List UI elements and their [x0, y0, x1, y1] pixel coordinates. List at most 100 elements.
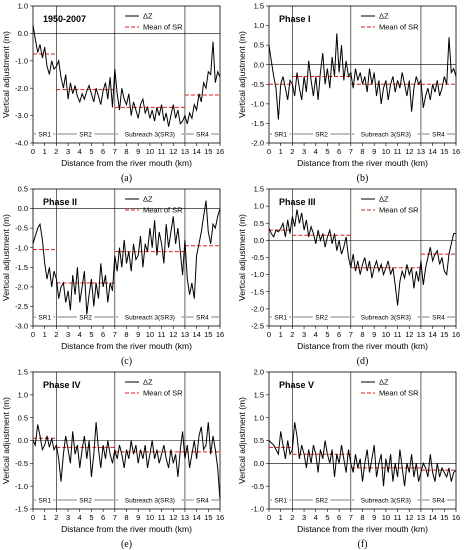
x-tick-label: 15 [204, 147, 212, 156]
legend-label-mean: Mean of SR [379, 206, 419, 215]
x-tick-label: 7 [113, 330, 117, 339]
x-tick-label: 15 [204, 330, 212, 339]
y-tick-label: 0.0 [254, 60, 264, 69]
x-tick-label: 2 [290, 330, 294, 339]
subreach-label: SR4 [196, 131, 209, 138]
x-tick-label: 10 [146, 513, 154, 522]
y-tick-label: -1.0 [15, 482, 28, 491]
x-tick-label: 3 [66, 330, 70, 339]
x-tick-label: 11 [158, 147, 166, 156]
series-line-dz [268, 33, 457, 120]
y-axis-title: Vertical adjustment (m) [1, 31, 11, 118]
x-tick-label: 13 [181, 513, 189, 522]
x-tick-label: 12 [405, 330, 413, 339]
series-line-dz [32, 200, 221, 315]
x-axis-title: Distance from the river mouth (km) [61, 158, 192, 168]
y-tick-label: 1.5 [254, 2, 264, 11]
x-tick-label: 9 [372, 513, 376, 522]
x-tick-label: 5 [325, 330, 329, 339]
x-tick-label: 5 [325, 513, 329, 522]
panel-letter: (d) [357, 356, 369, 367]
subreach-label: SR4 [432, 497, 445, 504]
y-tick-label: -2.0 [251, 304, 264, 313]
subreach-label: SR2 [315, 131, 328, 138]
y-tick-label: -0.5 [15, 459, 28, 468]
x-tick-label: 0 [267, 330, 271, 339]
y-tick-label: -2.0 [251, 139, 264, 148]
x-tick-label: 6 [101, 513, 105, 522]
y-tick-label: 1.0 [18, 390, 28, 399]
x-tick-label: 3 [66, 513, 70, 522]
y-tick-label: -1.5 [251, 119, 264, 128]
legend-label-mean: Mean of SR [143, 23, 183, 32]
x-tick-label: 12 [405, 147, 413, 156]
x-tick-label: 11 [158, 330, 166, 339]
x-tick-label: 11 [394, 330, 402, 339]
x-tick-label: 4 [78, 513, 82, 522]
subreach-label: SR1 [38, 497, 51, 504]
x-tick-label: 13 [417, 513, 425, 522]
x-tick-label: 10 [146, 330, 154, 339]
x-tick-label: 10 [382, 330, 390, 339]
x-tick-label: 16 [216, 330, 224, 339]
x-tick-label: 7 [349, 513, 353, 522]
x-tick-label: 15 [440, 513, 448, 522]
legend-label-mean: Mean of SR [379, 389, 419, 398]
y-tick-label: -1.5 [251, 287, 264, 296]
legend-label-dz: ΔZ [143, 12, 153, 21]
y-tick-label: 0.5 [18, 185, 28, 194]
x-tick-label: 6 [337, 513, 341, 522]
y-tick-label: -1.0 [251, 99, 264, 108]
x-tick-label: 0 [31, 147, 35, 156]
x-tick-label: 5 [89, 147, 93, 156]
subreach-label: Subreach 3(SR3) [361, 314, 411, 321]
x-tick-label: 4 [78, 147, 82, 156]
x-tick-label: 5 [89, 513, 93, 522]
y-tick-label: -2.0 [15, 282, 28, 291]
x-tick-label: 0 [267, 147, 271, 156]
legend-label-dz: ΔZ [143, 195, 153, 204]
panel-title: Phase V [279, 380, 314, 390]
legend-label-mean: Mean of SR [379, 23, 419, 32]
x-tick-label: 10 [146, 147, 154, 156]
x-tick-label: 2 [290, 147, 294, 156]
panel-b: 1.51.00.50.0-0.5-1.0-1.5-2.00 1 2 3 4 5 6 7 8 9 10… [237, 2, 460, 184]
x-tick-label: 3 [302, 513, 306, 522]
x-axis-title: Distance from the river mouth (km) [297, 524, 428, 534]
y-tick-label: -4.0 [15, 139, 28, 148]
y-tick-label: -0.5 [251, 80, 264, 89]
x-tick-label: 4 [314, 330, 318, 339]
y-tick-label: 0.0 [254, 236, 264, 245]
x-tick-label: 13 [417, 147, 425, 156]
x-tick-label: 7 [349, 330, 353, 339]
y-tick-label: 0.5 [254, 436, 264, 445]
x-tick-label: 2 [54, 330, 58, 339]
x-tick-label: 16 [216, 147, 224, 156]
panel-letter: (b) [357, 173, 369, 184]
subreach-label: SR4 [196, 497, 209, 504]
subreach-label: SR2 [79, 131, 92, 138]
y-tick-label: -0.5 [251, 253, 264, 262]
legend-label-dz: ΔZ [379, 378, 389, 387]
x-tick-label: 1 [43, 330, 47, 339]
subreach-label: Subreach 3(SR3) [361, 497, 411, 504]
y-tick-label: -3.0 [15, 111, 28, 120]
y-axis-title: Vertical adjustment (m) [1, 214, 11, 301]
subreach-label: SR2 [79, 497, 92, 504]
x-tick-label: 11 [394, 513, 402, 522]
legend-label-mean: Mean of SR [143, 206, 183, 215]
x-tick-label: 11 [394, 147, 402, 156]
x-tick-label: 16 [452, 513, 460, 522]
x-tick-label: 6 [337, 330, 341, 339]
x-tick-label: 9 [372, 330, 376, 339]
x-axis-title: Distance from the river mouth (km) [61, 341, 192, 351]
y-tick-label: 0.5 [254, 41, 264, 50]
x-tick-label: 7 [113, 513, 117, 522]
subreach-label: SR1 [38, 131, 51, 138]
subreach-label: SR1 [274, 314, 287, 321]
panel-a: 1.00.0-1.0-2.0-3.0-4.00 1 2 3 4 5 6 7 8 9 10 11 12 13… [1, 2, 224, 184]
x-tick-label: 8 [124, 147, 128, 156]
x-tick-label: 16 [452, 147, 460, 156]
panel-title: Phase I [279, 14, 311, 24]
x-tick-label: 6 [101, 147, 105, 156]
